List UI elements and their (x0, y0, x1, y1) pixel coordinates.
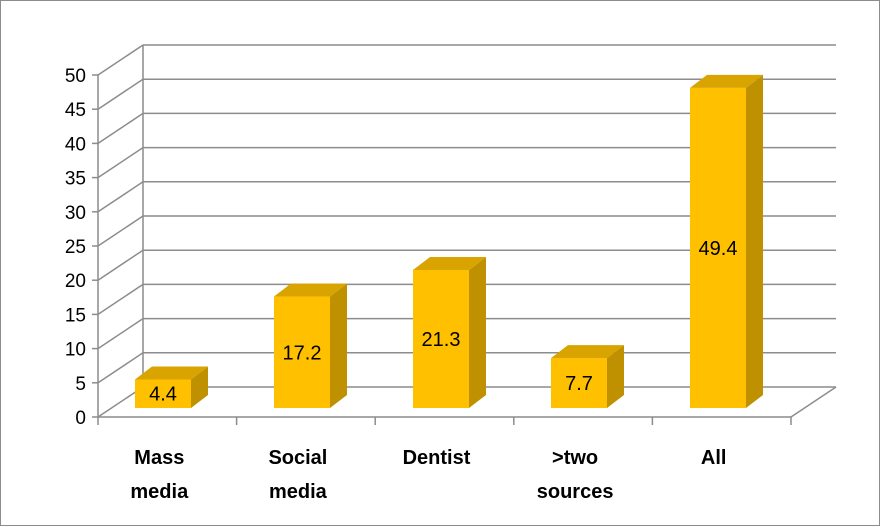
y-tick-label: 25 (65, 237, 86, 258)
data-label: 21.3 (422, 329, 461, 351)
bar-side (330, 283, 347, 408)
label-layer: 4.4 Mass media 17.2 Social media 21.3 Dentist 7.… (130, 238, 737, 503)
x-tick-label: All (701, 447, 727, 469)
y-tick-label: 30 (65, 203, 86, 224)
data-label: 4.4 (149, 384, 177, 406)
bar-front (690, 87, 746, 408)
gridline-diagonal (97, 352, 144, 384)
gridline-diagonal (97, 78, 144, 110)
y-tick-label: 0 (75, 408, 86, 429)
y-tick-label: 15 (65, 305, 86, 326)
gridline-diagonal (97, 112, 144, 145)
y-tick-label: 20 (65, 271, 86, 292)
gridline-diagonal (97, 317, 144, 350)
x-tick-label: media (130, 481, 189, 503)
data-label: 49.4 (699, 238, 738, 260)
y-tick-label: 40 (65, 134, 86, 155)
bar-side (607, 345, 624, 408)
y-tick-label: 50 (65, 66, 86, 87)
x-tick-label: Mass (134, 447, 184, 469)
floor-right-edge (790, 386, 837, 418)
y-tick-label: 10 (65, 340, 86, 361)
bar-front (413, 269, 469, 408)
bar-side (746, 74, 763, 408)
bar-front (135, 379, 191, 408)
bar-front (551, 358, 607, 408)
gridline-diagonal (97, 249, 144, 281)
gridline-diagonal (97, 146, 144, 179)
bar-front (274, 296, 330, 408)
bar-side (469, 256, 486, 408)
bar-layer (135, 74, 763, 408)
x-tick-label: >two (552, 447, 598, 469)
y-tick-label: 5 (75, 374, 86, 395)
bar-top (274, 283, 347, 297)
data-label: 7.7 (565, 373, 593, 395)
y-tick-label: 45 (65, 100, 86, 121)
bar-top (413, 256, 486, 270)
gridline-diagonal (97, 181, 144, 213)
x-tick-label: media (269, 481, 328, 503)
axis-layer: 0 5 10 15 20 25 30 35 40 45 50 (65, 45, 837, 429)
y-tick-label: 35 (65, 169, 86, 190)
x-tick-label: sources (537, 481, 614, 503)
x-tick-label: Dentist (403, 447, 471, 469)
gridline-diagonal (97, 44, 144, 76)
x-tick-label: Social (268, 447, 327, 469)
data-label: 17.2 (283, 342, 322, 364)
gridline-diagonal (97, 283, 144, 316)
bar-top (135, 366, 208, 380)
bar-side (191, 366, 208, 408)
bar-top (551, 345, 624, 359)
bar-top (690, 74, 763, 88)
gridline-diagonal (97, 215, 144, 247)
